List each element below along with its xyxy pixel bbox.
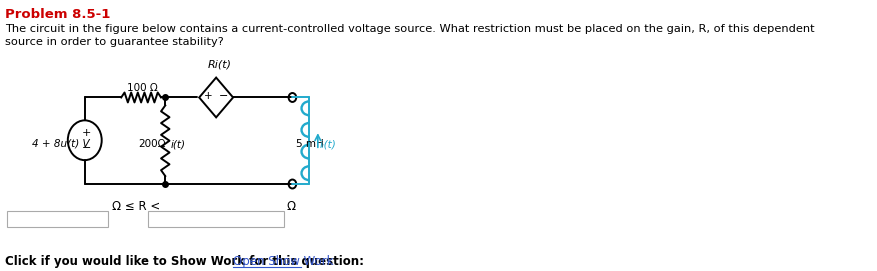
- Text: +: +: [204, 92, 212, 101]
- Text: 100 Ω: 100 Ω: [127, 82, 158, 92]
- Text: source in order to guarantee stability?: source in order to guarantee stability?: [5, 37, 224, 47]
- Text: 200Ω: 200Ω: [138, 139, 166, 149]
- Text: Click if you would like to Show Work for this question:: Click if you would like to Show Work for…: [5, 255, 364, 268]
- Text: Problem 8.5-1: Problem 8.5-1: [5, 8, 111, 21]
- Circle shape: [289, 93, 296, 102]
- Text: −: −: [82, 143, 91, 153]
- Text: Ω: Ω: [286, 200, 296, 213]
- Text: +: +: [82, 128, 91, 138]
- FancyBboxPatch shape: [148, 211, 283, 227]
- Text: 5 mH: 5 mH: [296, 139, 324, 149]
- Circle shape: [289, 179, 296, 189]
- Text: Ri(t): Ri(t): [208, 60, 232, 70]
- Text: i(t): i(t): [170, 139, 185, 149]
- Text: 4 + 8u(t) V: 4 + 8u(t) V: [32, 138, 89, 148]
- Text: iₗ(t): iₗ(t): [319, 139, 336, 149]
- Text: The circuit in the figure below contains a current-controlled voltage source. Wh: The circuit in the figure below contains…: [5, 24, 814, 34]
- FancyBboxPatch shape: [7, 211, 109, 227]
- Text: −: −: [219, 92, 228, 101]
- Text: Ω ≤ R <: Ω ≤ R <: [111, 200, 160, 213]
- Text: Open Show Work: Open Show Work: [232, 255, 333, 268]
